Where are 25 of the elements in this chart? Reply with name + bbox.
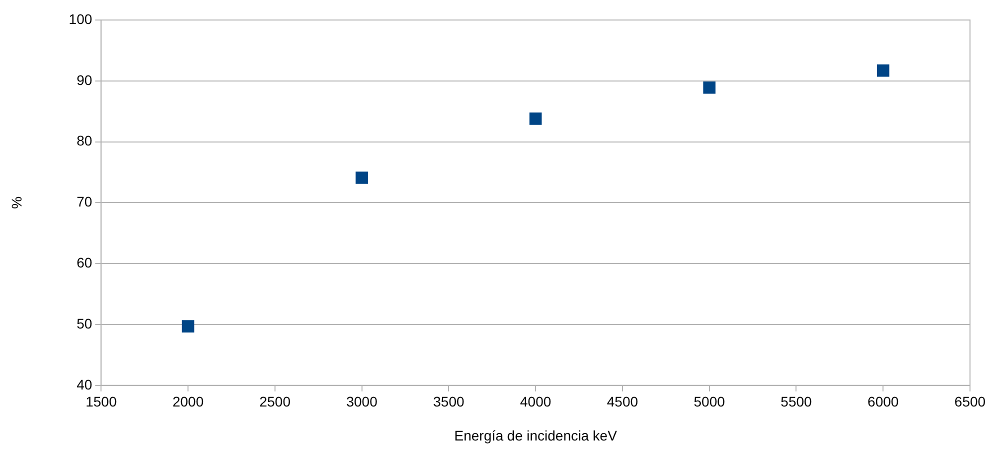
y-tick-label: 70 bbox=[76, 194, 92, 210]
point bbox=[703, 81, 716, 94]
x-tick-label: 4500 bbox=[606, 394, 638, 410]
point bbox=[356, 172, 368, 184]
point bbox=[876, 64, 890, 77]
point bbox=[182, 320, 194, 332]
y-tick-label: 100 bbox=[68, 10, 92, 27]
x-tick-label: 6000 bbox=[868, 394, 899, 410]
x-tick-label: 4000 bbox=[520, 394, 552, 410]
y-tick-label: 80 bbox=[76, 132, 92, 149]
x-tick-label: 6500 bbox=[954, 394, 986, 410]
x-axis-title: Energía de incidencia keV bbox=[454, 427, 618, 444]
y-tick-label: 50 bbox=[76, 315, 92, 332]
y-tick-label: 40 bbox=[76, 376, 92, 392]
y-tick-label: 90 bbox=[76, 72, 92, 88]
point bbox=[529, 112, 542, 125]
x-tick-label: 2500 bbox=[259, 394, 291, 410]
y-tick-label: 60 bbox=[76, 254, 92, 270]
x-tick-label: 5000 bbox=[694, 394, 726, 410]
x-tick-label: 2000 bbox=[172, 394, 204, 410]
x-tick-label: 5500 bbox=[780, 394, 812, 410]
y-axis-title: % bbox=[8, 196, 24, 209]
x-tick-label: 3500 bbox=[433, 394, 464, 410]
x-tick-label: 3000 bbox=[346, 394, 378, 410]
x-tick-label: 1500 bbox=[86, 394, 117, 410]
